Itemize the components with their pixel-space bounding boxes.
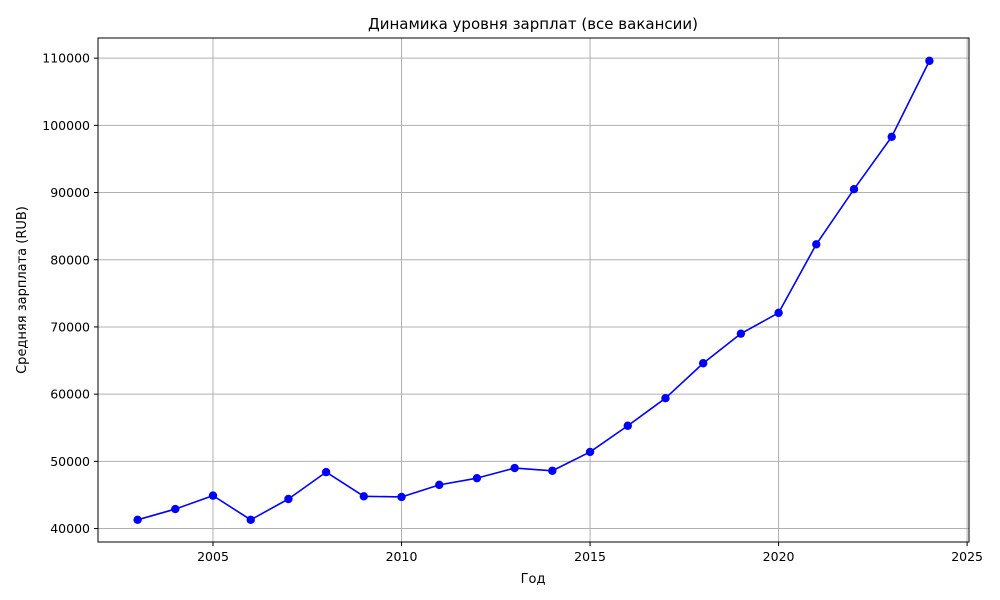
data-point xyxy=(435,480,444,490)
y-tick-label: 110000 xyxy=(42,51,90,66)
data-point xyxy=(736,329,746,338)
x-tick-label: 2010 xyxy=(386,549,418,564)
data-point xyxy=(321,467,331,477)
data-point xyxy=(208,491,218,500)
data-point xyxy=(849,185,859,194)
x-tick-label: 2005 xyxy=(197,549,229,564)
data-point xyxy=(774,308,783,318)
y-tick-label: 70000 xyxy=(50,319,90,334)
x-tick-label: 2025 xyxy=(951,549,983,564)
y-axis-label: Средняя зарплата (RUB) xyxy=(15,206,30,374)
data-point xyxy=(510,463,519,473)
y-tick-label: 50000 xyxy=(50,454,90,469)
y-tick-label: 100000 xyxy=(42,118,90,133)
series xyxy=(133,56,934,525)
x-tick-label: 2020 xyxy=(763,549,795,564)
data-point xyxy=(812,240,821,249)
data-point xyxy=(887,132,896,141)
data-point xyxy=(472,473,482,483)
chart-title: Динамика уровня зарплат (все вакансии) xyxy=(368,15,698,33)
data-point xyxy=(246,515,255,525)
y-tick-label: 40000 xyxy=(50,521,90,536)
data-point xyxy=(133,515,142,525)
axis-ticks: 2005 2010 2015 2020 2025 40000 50000 60000 70000… xyxy=(42,51,983,564)
data-point xyxy=(284,494,293,504)
data-point xyxy=(359,492,369,501)
data-point xyxy=(171,504,180,514)
data-point xyxy=(548,466,557,475)
y-tick-label: 80000 xyxy=(50,252,90,267)
y-tick-label: 60000 xyxy=(50,387,90,402)
data-point xyxy=(925,56,934,66)
x-tick-label: 2015 xyxy=(574,549,606,564)
data-point xyxy=(698,359,708,368)
plot-frame xyxy=(97,37,970,543)
data-point xyxy=(397,492,406,502)
y-tick-label: 90000 xyxy=(50,185,90,200)
grid xyxy=(98,38,969,542)
data-point xyxy=(623,421,632,430)
data-point xyxy=(661,393,670,403)
data-point xyxy=(585,447,595,457)
x-axis-label: Год xyxy=(521,572,546,587)
series-line xyxy=(137,60,931,521)
